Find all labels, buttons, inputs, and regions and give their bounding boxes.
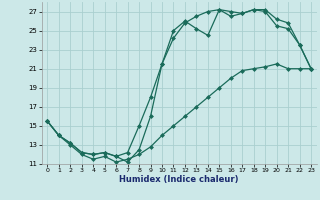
X-axis label: Humidex (Indice chaleur): Humidex (Indice chaleur) [119, 175, 239, 184]
